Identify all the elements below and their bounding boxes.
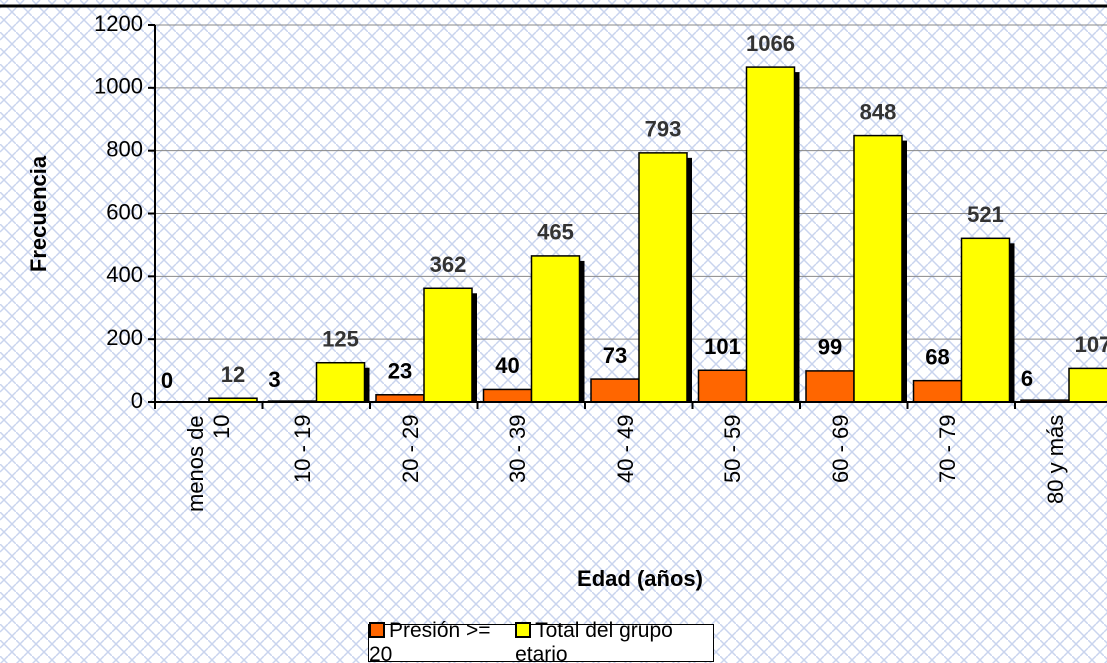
x-tick-label: 40 - 49	[612, 415, 638, 484]
x-tick-label: 70 - 79	[935, 415, 961, 484]
data-label: 1066	[746, 31, 795, 56]
bar	[315, 361, 366, 403]
data-label: 40	[495, 353, 519, 378]
x-tick-label: menos de 10	[182, 415, 234, 512]
y-tick-label: 800	[106, 136, 143, 161]
data-label: 125	[322, 327, 359, 352]
x-tick-label: 50 - 59	[720, 415, 746, 484]
data-label: 73	[603, 343, 627, 368]
y-tick-label: 200	[106, 325, 143, 350]
data-label: 848	[860, 99, 897, 124]
data-label: 362	[430, 252, 467, 277]
data-label: 12	[221, 362, 245, 387]
bar	[912, 379, 963, 403]
legend-swatch	[369, 622, 385, 638]
y-tick-label: 1200	[94, 11, 143, 36]
bar	[638, 152, 688, 403]
x-tick-label: 10 - 19	[290, 415, 316, 484]
bar	[745, 66, 796, 403]
y-tick-label: 1000	[94, 74, 143, 99]
bar	[960, 237, 1011, 403]
x-tick-label: 80 y más	[1042, 415, 1068, 505]
data-label: 23	[388, 359, 412, 384]
legend-item: Presión >= 20	[369, 619, 507, 663]
data-label: 6	[1021, 366, 1033, 391]
bar	[590, 378, 640, 403]
x-tick-label: 20 - 29	[397, 415, 423, 484]
data-label: 521	[967, 202, 1004, 227]
bar	[697, 369, 748, 403]
data-label: 99	[818, 335, 842, 360]
legend-swatch	[515, 622, 532, 638]
legend: Presión >= 20 Total del grupo etario	[368, 619, 714, 663]
data-label: 68	[925, 344, 949, 369]
bar	[530, 255, 581, 403]
data-label: 3	[268, 367, 280, 392]
x-tick-label: 30 - 39	[505, 415, 531, 484]
data-label: 101	[704, 334, 741, 359]
legend-label: Presión >= 20	[369, 619, 491, 663]
y-tick-label: 600	[106, 199, 143, 224]
y-tick-label: 400	[106, 262, 143, 287]
legend-item: Total del grupo etario	[515, 619, 713, 663]
bar	[853, 134, 903, 403]
y-tick-label: 0	[131, 388, 143, 413]
x-tick-label: 60 - 69	[827, 415, 853, 484]
data-label: 107	[1075, 332, 1107, 357]
legend-label: Total del grupo etario	[515, 619, 673, 663]
bar	[423, 287, 473, 403]
data-label: 465	[537, 220, 574, 245]
bar	[375, 394, 425, 403]
y-axis-label: Frecuencia	[26, 155, 51, 272]
data-label: 793	[645, 117, 682, 142]
data-label: 0	[161, 368, 173, 393]
bar	[1068, 367, 1107, 403]
bar	[482, 388, 533, 403]
x-axis-label: Edad (años)	[577, 566, 703, 591]
bar	[805, 370, 855, 403]
